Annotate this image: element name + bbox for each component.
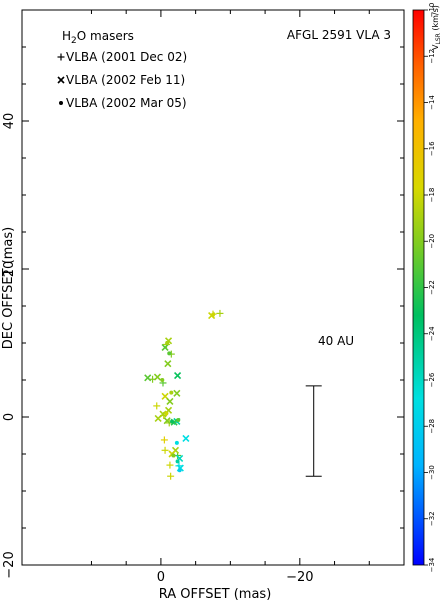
data-point xyxy=(171,453,176,458)
data-point xyxy=(173,389,181,397)
data-point xyxy=(170,419,175,424)
data-point xyxy=(167,351,172,356)
colorbar-tick-label: −34 xyxy=(428,557,436,572)
y-tick-label: −20 xyxy=(2,551,17,578)
colorbar-tick-label: −24 xyxy=(428,326,436,341)
legend: H2O masers VLBA (2001 Dec 02) VLBA (2002 … xyxy=(57,29,187,110)
x-tick-labels: 0 −20 xyxy=(157,570,314,585)
scale-bar-label: 40 AU xyxy=(318,334,354,348)
cross-b xyxy=(166,397,174,406)
data-point xyxy=(153,373,162,381)
colorbar-tick-label: −10 xyxy=(428,3,436,18)
data-point xyxy=(144,374,152,382)
data-point xyxy=(174,440,179,445)
data-point xyxy=(161,343,169,352)
y-axis-label: DEC OFFSET (mas) xyxy=(1,227,16,349)
data-point xyxy=(182,434,190,443)
data-point xyxy=(163,417,171,425)
x-axis-label: RA OFFSET (mas) xyxy=(159,587,272,602)
cross-b xyxy=(163,417,171,425)
data-point xyxy=(165,341,170,345)
cross-b xyxy=(161,343,169,352)
cross-b xyxy=(144,374,152,382)
x-tick-label: −20 xyxy=(286,570,313,585)
data-point xyxy=(175,459,180,464)
colorbar-tick-label: −26 xyxy=(428,372,436,387)
y-tick-label: 40 xyxy=(2,113,17,130)
cross-b xyxy=(168,450,176,458)
colorbar-tick-label: −32 xyxy=(428,511,436,526)
data-point xyxy=(164,360,172,368)
colorbar-tick-label: −22 xyxy=(428,280,436,295)
data-point xyxy=(160,378,165,382)
cross-b xyxy=(161,392,169,400)
colorbar-tick-label: −30 xyxy=(428,465,436,480)
data-point xyxy=(161,446,169,454)
legend-marker xyxy=(57,76,65,84)
data-point xyxy=(166,461,174,469)
cross-b xyxy=(173,389,181,397)
colorbar-tick-label: −18 xyxy=(428,188,436,203)
legend-item-label: VLBA (2002 Mar 05) xyxy=(66,96,187,110)
data-point xyxy=(153,402,161,410)
legend-item-label: VLBA (2002 Feb 11) xyxy=(66,73,185,87)
y-tick-label: 20 xyxy=(2,261,17,278)
plot-frame xyxy=(21,9,405,566)
data-point xyxy=(154,414,162,423)
data-point xyxy=(174,371,182,380)
colorbar-ticks: −10 −12 −14 −16 −18 −20 −22 −24 −26 −28 −30 −32 −34 xyxy=(424,3,436,572)
data-point xyxy=(169,390,174,395)
data-point xyxy=(216,309,224,317)
colorbar-tick-label: −14 xyxy=(428,95,436,110)
colorbar-tick-label: −16 xyxy=(428,141,436,156)
colorbar-label: VLSR (km/s) xyxy=(431,5,442,50)
data-point xyxy=(161,392,169,400)
cross-b xyxy=(164,360,172,368)
colorbar-tick-label: −20 xyxy=(428,234,436,249)
colorbar-tick-label: −12 xyxy=(428,49,436,64)
cross-b xyxy=(170,418,178,426)
data-point xyxy=(176,417,181,422)
data-point xyxy=(166,397,174,406)
cross-b xyxy=(153,373,162,381)
cross-b xyxy=(182,434,190,443)
legend-marker xyxy=(59,101,63,105)
data-points xyxy=(144,309,224,480)
data-point xyxy=(177,468,182,473)
data-point xyxy=(164,411,169,416)
cross-b xyxy=(57,76,65,84)
legend-item-label: VLBA (2001 Dec 02) xyxy=(66,50,187,64)
data-point xyxy=(211,312,215,317)
cross-b xyxy=(174,371,182,380)
cross-b xyxy=(154,414,162,423)
legend-marker xyxy=(57,53,65,61)
chart-title: AFGL 2591 VLA 3 xyxy=(287,28,391,42)
data-point xyxy=(160,436,168,444)
x-tick-label: 0 xyxy=(157,570,165,585)
axis-ticks xyxy=(22,9,404,566)
legend-title: H2O masers xyxy=(62,29,134,46)
colorbar-tick-label: −28 xyxy=(428,419,436,434)
colorbar xyxy=(412,9,425,566)
scale-bar xyxy=(305,385,322,477)
y-tick-labels: −20 0 20 40 xyxy=(2,113,17,579)
y-tick-label: 0 xyxy=(2,413,17,421)
data-point xyxy=(167,472,175,480)
